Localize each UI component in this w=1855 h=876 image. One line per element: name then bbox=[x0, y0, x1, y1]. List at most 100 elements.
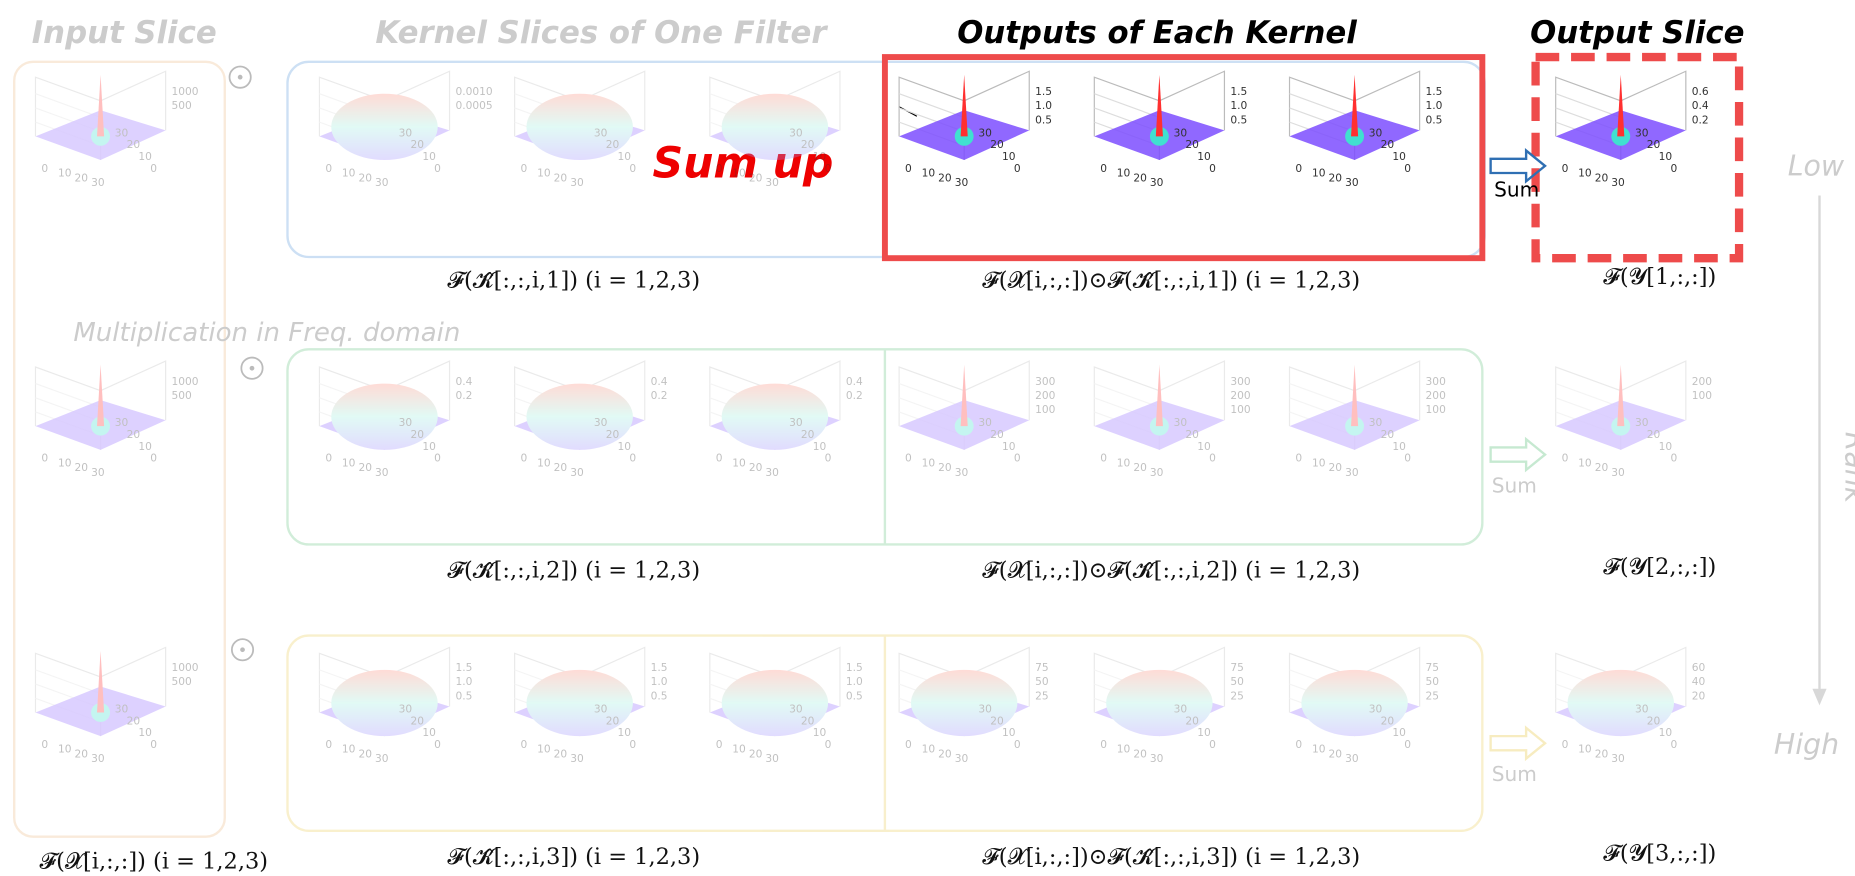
y-tick-label: 20 bbox=[1647, 428, 1661, 441]
plot: 100050000101020203030 bbox=[35, 71, 198, 189]
x-tick-label: 10 bbox=[1117, 456, 1131, 469]
z-tick-label: 500 bbox=[172, 99, 193, 112]
x-tick-label: 0 bbox=[521, 452, 528, 465]
y-tick-label: 30 bbox=[1369, 416, 1383, 429]
plot: 20010000101020203030 bbox=[1556, 361, 1713, 479]
x-tick-label: 30 bbox=[1611, 466, 1625, 479]
y-tick-label: 0 bbox=[629, 452, 636, 465]
plot-spike bbox=[97, 75, 104, 137]
x-tick-label: 10 bbox=[1578, 456, 1592, 469]
z-tick-label: 50 bbox=[1426, 675, 1440, 688]
z-tick-label: 1.5 bbox=[1426, 85, 1443, 98]
x-tick-label: 20 bbox=[75, 747, 89, 760]
z-tick-label: 300 bbox=[1035, 375, 1056, 388]
x-tick-label: 10 bbox=[922, 167, 936, 180]
rank-label: Rank bbox=[1839, 432, 1855, 505]
x-tick-label: 30 bbox=[765, 466, 779, 479]
y-tick-label: 0 bbox=[1014, 162, 1021, 175]
x-tick-label: 30 bbox=[570, 466, 584, 479]
z-tick-label: 1.0 bbox=[1426, 99, 1443, 112]
x-tick-label: 0 bbox=[905, 452, 912, 465]
y-tick-label: 20 bbox=[606, 714, 620, 727]
y-tick-label: 30 bbox=[115, 126, 129, 139]
y-tick-label: 20 bbox=[127, 138, 141, 151]
y-tick-label: 10 bbox=[1659, 150, 1673, 163]
z-tick-label: 0.4 bbox=[846, 375, 863, 388]
page: Input Slice Kernel Slices of One Filter … bbox=[0, 0, 1855, 876]
x-tick-label: 30 bbox=[1150, 752, 1164, 765]
z-tick-label: 50 bbox=[1230, 675, 1244, 688]
sum-label: Sum bbox=[1494, 178, 1539, 202]
y-tick-label: 0 bbox=[1209, 738, 1216, 751]
y-tick-label: 10 bbox=[422, 150, 436, 163]
x-tick-label: 20 bbox=[75, 461, 89, 474]
y-tick-label: 20 bbox=[411, 138, 425, 151]
x-tick-label: 0 bbox=[1295, 738, 1302, 751]
z-tick-label: 300 bbox=[1426, 375, 1447, 388]
x-tick-label: 30 bbox=[91, 466, 105, 479]
z-tick-label: 200 bbox=[1035, 389, 1056, 402]
y-tick-label: 10 bbox=[618, 440, 632, 453]
x-tick-label: 30 bbox=[955, 752, 969, 765]
x-tick-label: 10 bbox=[342, 456, 356, 469]
z-tick-label: 100 bbox=[1692, 389, 1713, 402]
plot-spike bbox=[97, 365, 104, 427]
y-tick-label: 0 bbox=[825, 452, 832, 465]
y-tick-label: 0 bbox=[1209, 452, 1216, 465]
y-tick-label: 0 bbox=[434, 738, 441, 751]
z-tick-label: 0.4 bbox=[651, 375, 668, 388]
x-tick-label: 0 bbox=[1100, 452, 1107, 465]
z-tick-label: 25 bbox=[1426, 689, 1440, 702]
y-tick-label: 30 bbox=[594, 416, 608, 429]
plot-spike bbox=[97, 651, 104, 713]
plot: 30020010000101020203030 bbox=[1094, 361, 1251, 479]
z-tick-label: 0.5 bbox=[455, 689, 472, 702]
z-tick-label: 60 bbox=[1692, 661, 1706, 674]
z-tick-label: 1.5 bbox=[455, 661, 472, 674]
y-tick-label: 30 bbox=[1174, 416, 1188, 429]
x-tick-label: 30 bbox=[375, 752, 389, 765]
z-tick-label: 1.5 bbox=[846, 661, 863, 674]
plot-spike bbox=[961, 365, 968, 427]
z-tick-label: 1.0 bbox=[1035, 99, 1052, 112]
x-tick-label: 30 bbox=[1345, 752, 1359, 765]
header: Outputs of Each Kernel bbox=[957, 15, 1357, 51]
x-tick-label: 20 bbox=[75, 171, 89, 184]
y-tick-label: 30 bbox=[1635, 126, 1649, 139]
x-tick-label: 0 bbox=[521, 738, 528, 751]
x-tick-label: 30 bbox=[1345, 466, 1359, 479]
z-tick-label: 300 bbox=[1230, 375, 1251, 388]
z-tick-label: 50 bbox=[1035, 675, 1049, 688]
y-tick-label: 30 bbox=[1369, 702, 1383, 715]
y-tick-label: 20 bbox=[606, 428, 620, 441]
x-tick-label: 0 bbox=[716, 452, 723, 465]
x-tick-label: 10 bbox=[537, 456, 551, 469]
x-tick-label: 10 bbox=[58, 167, 72, 180]
low-label: Low bbox=[1788, 149, 1845, 182]
x-tick-label: 10 bbox=[1578, 743, 1592, 756]
x-tick-label: 20 bbox=[1329, 747, 1343, 760]
z-tick-label: 1000 bbox=[172, 661, 199, 674]
x-tick-label: 10 bbox=[1117, 743, 1131, 756]
y-tick-label: 0 bbox=[1670, 162, 1677, 175]
x-tick-label: 0 bbox=[1295, 452, 1302, 465]
plot: 100050000101020203030 bbox=[35, 647, 198, 765]
x-tick-label: 20 bbox=[358, 747, 372, 760]
z-tick-label: 25 bbox=[1035, 689, 1049, 702]
plot: 0.40.200101020203030 bbox=[710, 361, 863, 479]
z-tick-label: 25 bbox=[1230, 689, 1244, 702]
header: Input Slice bbox=[32, 15, 217, 51]
x-tick-label: 10 bbox=[1312, 456, 1326, 469]
y-tick-label: 0 bbox=[825, 738, 832, 751]
y-tick-label: 30 bbox=[978, 702, 992, 715]
caption: 𝓕(𝓧[i,:,:])⊙𝓕(𝓚̂[:,:,i,3]) (i = 1,2,3) bbox=[982, 844, 1360, 870]
x-tick-label: 20 bbox=[1329, 461, 1343, 474]
y-tick-label: 10 bbox=[813, 150, 827, 163]
y-tick-label: 0 bbox=[1404, 738, 1411, 751]
caption: 𝓕(𝓨[1,:,:]) bbox=[1603, 264, 1716, 290]
y-tick-label: 10 bbox=[1659, 726, 1673, 739]
plot: 00101020203030 bbox=[515, 71, 645, 189]
